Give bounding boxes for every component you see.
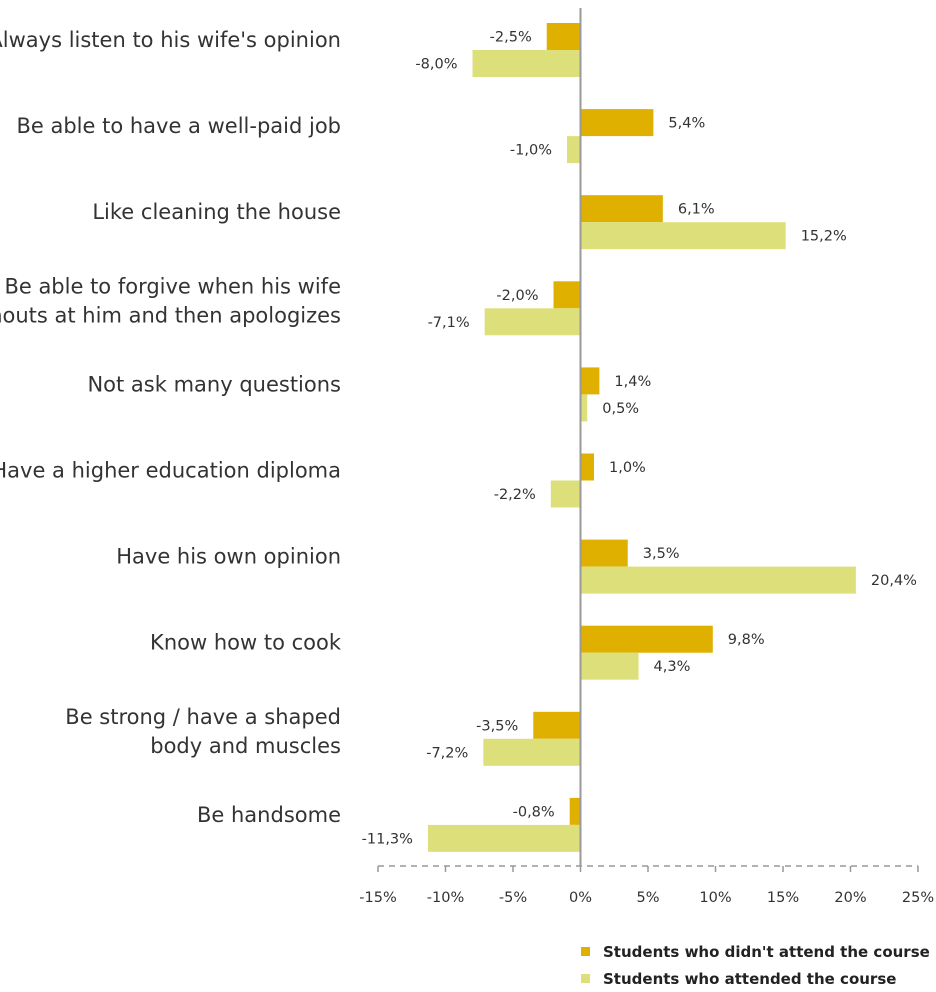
bar xyxy=(427,824,581,852)
category-label: Be handsome xyxy=(197,803,341,827)
legend: Students who didn't attend the course St… xyxy=(578,938,930,992)
category-label: Not ask many questions xyxy=(87,372,341,396)
bar xyxy=(546,23,581,50)
data-label: -8,0% xyxy=(415,57,457,73)
category-label: Have a higher education diploma xyxy=(0,459,341,483)
x-tick-label: 25% xyxy=(902,890,934,906)
data-label: 1,4% xyxy=(614,374,651,390)
category-label: Always listen to his wife's opinion xyxy=(0,28,341,52)
data-label: -11,3% xyxy=(362,831,413,847)
category-label: Be able to forgive when his wife xyxy=(4,274,341,298)
x-tick-label: 5% xyxy=(636,890,659,906)
x-tick-label: -5% xyxy=(499,890,527,906)
bar xyxy=(533,711,581,739)
bar xyxy=(580,652,639,680)
data-label: 20,4% xyxy=(871,573,917,589)
data-label: 3,5% xyxy=(643,546,680,562)
data-label: -7,2% xyxy=(426,745,468,761)
bar xyxy=(580,394,588,422)
x-tick-label: -10% xyxy=(427,890,464,906)
bar xyxy=(580,222,786,250)
category-label: body and muscles xyxy=(150,734,341,758)
data-label: 9,8% xyxy=(728,632,765,648)
data-label: -3,5% xyxy=(476,718,518,734)
data-label: -0,8% xyxy=(513,804,555,820)
bar xyxy=(553,281,581,309)
x-tick-label: 10% xyxy=(699,890,731,906)
bar xyxy=(580,195,663,223)
bar xyxy=(580,625,713,653)
bar xyxy=(580,109,654,137)
data-label: -1,0% xyxy=(510,143,552,159)
data-label: 0,5% xyxy=(602,401,639,417)
bar xyxy=(580,453,594,481)
data-label: 1,0% xyxy=(609,460,646,476)
x-tick-label: -15% xyxy=(359,890,396,906)
bar xyxy=(567,136,581,164)
legend-swatch-attended xyxy=(581,974,590,983)
x-tick-label: 20% xyxy=(834,890,866,906)
bar xyxy=(569,797,581,825)
bar xyxy=(483,738,581,766)
bar xyxy=(484,308,581,336)
legend-item-attended: Students who attended the course xyxy=(578,965,930,992)
data-label: -2,2% xyxy=(494,487,536,503)
data-label: 15,2% xyxy=(801,229,847,245)
bar xyxy=(550,480,581,508)
legend-label-attended: Students who attended the course xyxy=(603,969,897,988)
bar xyxy=(580,539,628,567)
legend-item-not-attended: Students who didn't attend the course xyxy=(578,938,930,965)
data-label: 5,4% xyxy=(668,116,705,132)
data-label: -2,0% xyxy=(496,288,538,304)
data-label: 4,3% xyxy=(654,659,691,675)
bar xyxy=(580,566,856,594)
data-label: -2,5% xyxy=(490,30,532,46)
category-label: Have his own opinion xyxy=(116,545,341,569)
category-label: Be strong / have a shaped xyxy=(65,705,341,729)
x-tick-label: 0% xyxy=(569,890,592,906)
category-label: Like cleaning the house xyxy=(92,200,341,224)
legend-swatch-not-attended xyxy=(581,947,590,956)
bar xyxy=(580,367,600,395)
category-label: Be able to have a well-paid job xyxy=(16,114,341,138)
bar xyxy=(472,50,581,77)
category-label: Know how to cook xyxy=(150,631,342,655)
data-label: -7,1% xyxy=(428,315,470,331)
category-label: shouts at him and then apologizes xyxy=(0,303,341,327)
legend-label-not-attended: Students who didn't attend the course xyxy=(603,942,930,961)
x-tick-label: 15% xyxy=(767,890,799,906)
data-label: 6,1% xyxy=(678,202,715,218)
